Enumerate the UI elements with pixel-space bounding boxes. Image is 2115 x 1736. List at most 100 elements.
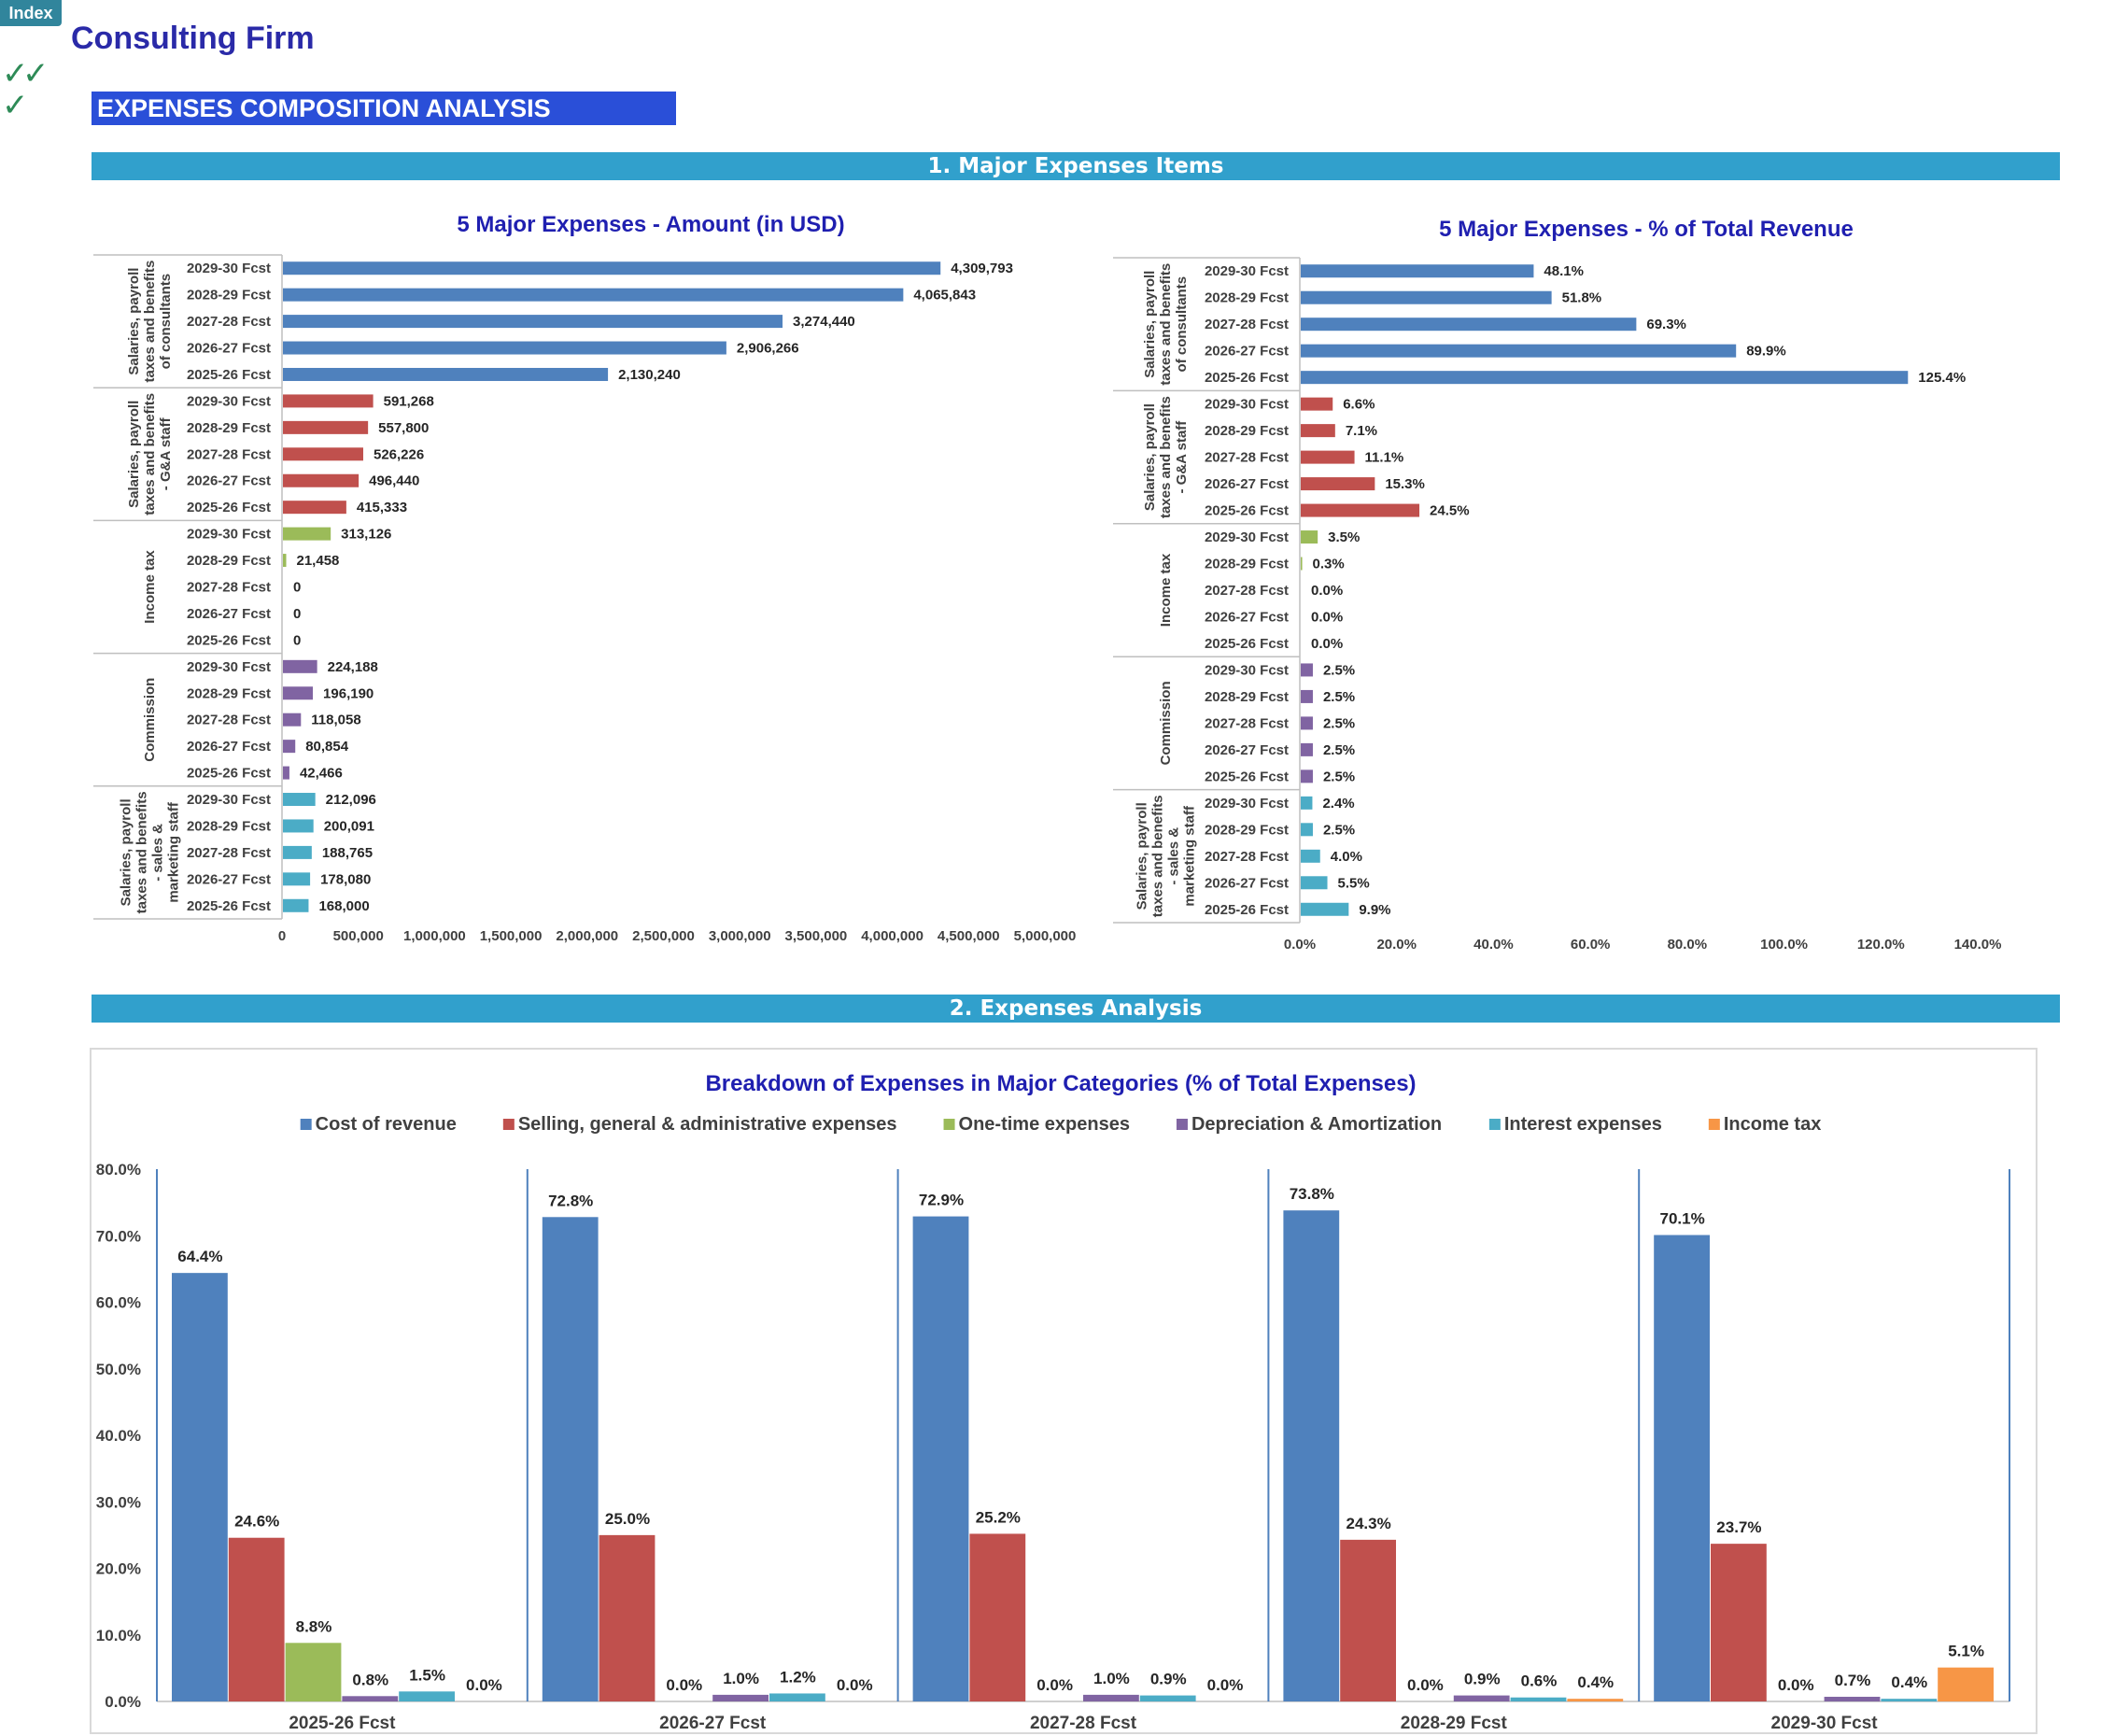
column-bar: [1654, 1235, 1710, 1701]
bar: [1301, 371, 1909, 385]
category-label: 2028-29 Fcst: [1205, 290, 1289, 306]
data-label: 591,268: [384, 393, 434, 409]
bar: [283, 367, 609, 381]
group-label-line: Salaries, payroll: [1135, 802, 1150, 910]
category-label: 2028-29 Fcst: [187, 553, 271, 569]
column-bar: [342, 1696, 399, 1701]
category-label: 2025-26 Fcst: [1205, 769, 1289, 784]
x-category-label: 2026-27 Fcst: [659, 1714, 767, 1733]
category-label: 2026-27 Fcst: [187, 739, 271, 755]
bar: [1301, 663, 1313, 677]
x-tick-label: 500,000: [333, 928, 384, 944]
column-bar: [1711, 1544, 1767, 1701]
data-label: 9.9%: [1359, 902, 1390, 918]
bar: [1301, 849, 1320, 863]
category-label: 2029-30 Fcst: [1205, 662, 1289, 678]
data-label: 5.5%: [1338, 875, 1370, 891]
x-tick-label: 0: [278, 928, 286, 944]
y-tick-label: 60.0%: [96, 1294, 141, 1312]
bar: [283, 315, 783, 329]
data-label: 0.0%: [1407, 1676, 1444, 1694]
category-label: 2027-28 Fcst: [187, 713, 271, 728]
category-label: 2025-26 Fcst: [1205, 370, 1289, 386]
category-label: 2028-29 Fcst: [187, 818, 271, 834]
group-label: Commission: [142, 678, 158, 762]
group-label-line: Salaries, payroll: [126, 268, 142, 375]
column-bar: [1340, 1539, 1396, 1701]
chart-expenses-breakdown: Breakdown of Expenses in Major Categorie…: [90, 1048, 2037, 1734]
data-label: 0: [293, 580, 301, 596]
group-label: Salaries, payrolltaxes and benefits- sal…: [1135, 795, 1198, 917]
group-label-line: Commission: [142, 678, 158, 762]
chart-title: 5 Major Expenses - % of Total Revenue: [1439, 217, 1854, 242]
legend-label: Income tax: [1724, 1114, 1821, 1135]
data-label: 4,309,793: [951, 261, 1013, 276]
bar: [1301, 876, 1328, 890]
data-label: 21,458: [297, 553, 340, 569]
category-label: 2026-27 Fcst: [1205, 742, 1289, 758]
x-tick-label: 80.0%: [1668, 937, 1708, 953]
data-label: 42,466: [300, 766, 343, 782]
column-bar: [1510, 1697, 1567, 1701]
index-button[interactable]: Index: [0, 0, 62, 26]
bar: [283, 473, 360, 487]
category-label: 2026-27 Fcst: [187, 473, 271, 489]
bar: [283, 394, 374, 408]
x-category-label: 2029-30 Fcst: [1771, 1714, 1879, 1733]
group-label: Salaries, payrolltaxes and benefits- G&A…: [126, 393, 174, 515]
bar: [283, 686, 314, 700]
group-label-line: Salaries, payroll: [119, 798, 134, 906]
category-label: 2029-30 Fcst: [187, 527, 271, 543]
x-tick-label: 20.0%: [1376, 937, 1417, 953]
data-label: 0.8%: [352, 1671, 388, 1688]
data-label: 0.0%: [1311, 583, 1343, 599]
group-label-line: Income tax: [142, 550, 158, 624]
x-tick-label: 60.0%: [1571, 937, 1611, 953]
bar: [1301, 742, 1313, 756]
x-tick-label: 2,000,000: [556, 928, 618, 944]
data-label: 496,440: [369, 473, 419, 489]
chart-major-expenses-percent: 5 Major Expenses - % of Total Revenue Sal…: [1113, 217, 2002, 953]
data-label: 25.2%: [976, 1508, 1021, 1526]
group-label-line: - G&A staff: [1174, 420, 1190, 494]
data-label: 1.0%: [1093, 1670, 1130, 1687]
section-band-major-expenses: 1. Major Expenses Items: [92, 152, 2060, 180]
column-bar: [1938, 1667, 1994, 1701]
data-label: 168,000: [318, 898, 369, 914]
bar: [283, 845, 312, 859]
column-bar: [285, 1643, 342, 1701]
x-tick-label: 4,500,000: [938, 928, 1000, 944]
legend-label: Selling, general & administrative expens…: [518, 1114, 897, 1135]
data-label: 51.8%: [1562, 290, 1602, 306]
data-label: 2.5%: [1323, 769, 1355, 784]
bar: [283, 766, 289, 780]
x-tick-label: 140.0%: [1954, 937, 2002, 953]
bar: [1301, 689, 1313, 703]
group-label: Commission: [1158, 681, 1174, 765]
group-label-line: taxes and benefits: [1158, 263, 1174, 386]
data-label: 64.4%: [177, 1248, 222, 1265]
chart-title: Breakdown of Expenses in Major Categorie…: [705, 1071, 1416, 1096]
category-label: 2029-30 Fcst: [1205, 263, 1289, 279]
category-label: 2028-29 Fcst: [1205, 557, 1289, 572]
data-label: 2,906,266: [737, 341, 799, 357]
column-bar: [599, 1534, 656, 1701]
column-bar: [399, 1691, 455, 1701]
bar: [1301, 823, 1313, 837]
data-label: 1.2%: [780, 1668, 816, 1686]
data-label: 0.0%: [1311, 609, 1343, 625]
category-label: 2027-28 Fcst: [1205, 583, 1289, 599]
legend-swatch: [1708, 1119, 1720, 1130]
legend-swatch: [943, 1119, 955, 1130]
bar: [283, 447, 363, 461]
category-label: 2025-26 Fcst: [187, 632, 271, 648]
column-bar: [542, 1217, 599, 1701]
bar: [283, 713, 302, 727]
group-label-line: - sales &: [150, 824, 166, 882]
group-label-line: Commission: [1158, 681, 1174, 765]
category-label: 2025-26 Fcst: [187, 898, 271, 914]
bar: [1301, 716, 1313, 730]
bar: [1301, 450, 1355, 464]
bar: [1301, 397, 1333, 411]
group-label-line: - G&A staff: [158, 416, 174, 490]
